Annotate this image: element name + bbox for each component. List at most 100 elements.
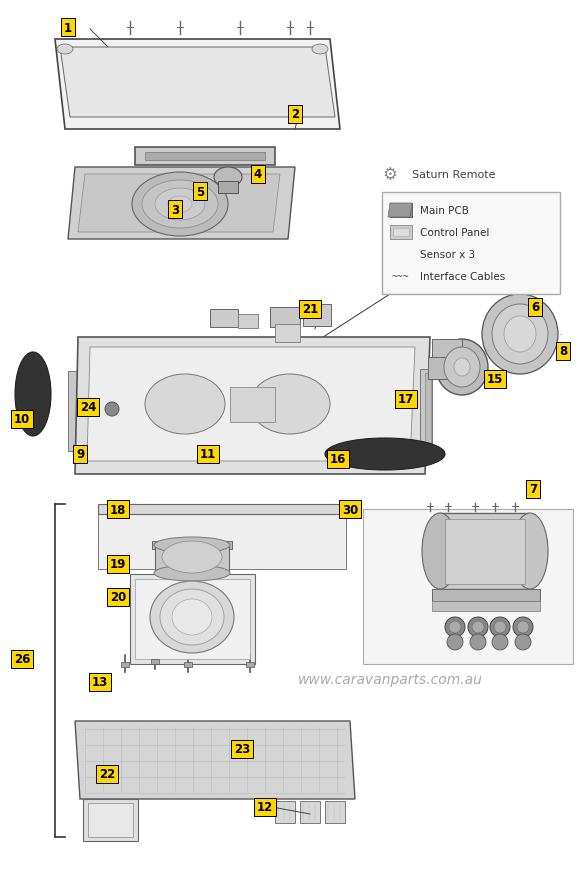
- Bar: [393, 229, 409, 236]
- Text: Sensor x 3: Sensor x 3: [420, 249, 475, 260]
- Bar: [270, 308, 300, 328]
- Ellipse shape: [214, 168, 242, 188]
- Bar: [390, 203, 412, 218]
- Ellipse shape: [145, 375, 225, 434]
- Text: Saturn Remote: Saturn Remote: [412, 169, 496, 180]
- Text: 8: 8: [559, 345, 567, 358]
- Ellipse shape: [492, 634, 508, 650]
- Text: Control Panel: Control Panel: [420, 228, 489, 238]
- Ellipse shape: [422, 514, 458, 589]
- Ellipse shape: [468, 617, 488, 637]
- Ellipse shape: [513, 617, 533, 637]
- Ellipse shape: [142, 181, 218, 229]
- Bar: [88, 803, 133, 837]
- Text: 22: 22: [99, 767, 115, 780]
- Bar: [135, 148, 275, 166]
- Bar: [275, 325, 300, 342]
- Ellipse shape: [445, 617, 465, 637]
- Text: 26: 26: [14, 653, 30, 666]
- Ellipse shape: [447, 634, 463, 650]
- Ellipse shape: [168, 196, 192, 213]
- Text: 7: 7: [529, 483, 537, 496]
- Text: 10: 10: [14, 413, 30, 426]
- Text: 3: 3: [171, 203, 179, 216]
- Bar: [432, 340, 462, 357]
- Ellipse shape: [132, 173, 228, 236]
- Ellipse shape: [454, 359, 470, 376]
- Bar: [83, 799, 138, 841]
- Bar: [98, 504, 346, 514]
- Bar: [155, 546, 229, 574]
- Bar: [152, 541, 232, 549]
- Polygon shape: [78, 175, 280, 233]
- Polygon shape: [87, 348, 415, 461]
- Polygon shape: [55, 40, 340, 129]
- Ellipse shape: [512, 514, 548, 589]
- Ellipse shape: [150, 581, 234, 653]
- Bar: [382, 193, 560, 295]
- Ellipse shape: [325, 439, 445, 470]
- Ellipse shape: [155, 189, 205, 221]
- Bar: [303, 305, 331, 327]
- Ellipse shape: [154, 537, 230, 554]
- Polygon shape: [388, 203, 412, 218]
- Ellipse shape: [162, 541, 222, 574]
- Ellipse shape: [515, 634, 531, 650]
- Text: 1: 1: [64, 22, 72, 35]
- Text: Interface Cables: Interface Cables: [420, 272, 505, 282]
- Ellipse shape: [154, 566, 230, 581]
- Ellipse shape: [250, 375, 330, 434]
- Bar: [363, 509, 573, 664]
- Polygon shape: [68, 168, 295, 240]
- Polygon shape: [75, 721, 355, 799]
- Ellipse shape: [57, 45, 73, 55]
- Bar: [238, 315, 258, 328]
- Text: www.caravanparts.com.au: www.caravanparts.com.au: [298, 673, 482, 687]
- Bar: [145, 153, 265, 161]
- Text: 24: 24: [80, 401, 96, 414]
- Text: 17: 17: [398, 393, 414, 406]
- Bar: [184, 662, 192, 667]
- Text: 20: 20: [110, 591, 126, 604]
- Ellipse shape: [517, 621, 529, 634]
- Bar: [218, 182, 238, 194]
- Bar: [230, 388, 275, 422]
- Ellipse shape: [492, 305, 548, 365]
- Text: 19: 19: [110, 558, 126, 571]
- Text: 2: 2: [291, 109, 299, 122]
- Bar: [445, 520, 525, 584]
- Bar: [135, 580, 250, 660]
- Bar: [130, 574, 255, 664]
- Bar: [210, 309, 238, 328]
- Text: 5: 5: [196, 185, 204, 198]
- Bar: [275, 801, 295, 823]
- Bar: [420, 369, 432, 449]
- Text: ~~~: ~~~: [391, 272, 409, 282]
- Bar: [432, 601, 540, 611]
- Bar: [325, 801, 345, 823]
- Bar: [425, 374, 431, 446]
- Ellipse shape: [490, 617, 510, 637]
- Bar: [428, 357, 463, 380]
- Polygon shape: [60, 48, 335, 118]
- Ellipse shape: [172, 600, 212, 635]
- Text: 16: 16: [330, 453, 346, 466]
- Bar: [300, 801, 320, 823]
- Text: 18: 18: [110, 503, 126, 516]
- Text: 12: 12: [257, 800, 273, 813]
- Text: 6: 6: [531, 302, 539, 314]
- Polygon shape: [75, 338, 430, 474]
- Ellipse shape: [504, 316, 536, 353]
- Bar: [432, 589, 540, 601]
- Text: 4: 4: [254, 169, 262, 182]
- Text: ⚙: ⚙: [383, 166, 397, 183]
- Ellipse shape: [312, 45, 328, 55]
- Ellipse shape: [472, 621, 484, 634]
- Text: 23: 23: [234, 743, 250, 756]
- Ellipse shape: [444, 348, 480, 388]
- Text: 13: 13: [92, 676, 108, 689]
- Ellipse shape: [449, 621, 461, 634]
- Text: 15: 15: [487, 373, 503, 386]
- Bar: [390, 226, 412, 240]
- Text: 9: 9: [76, 448, 84, 461]
